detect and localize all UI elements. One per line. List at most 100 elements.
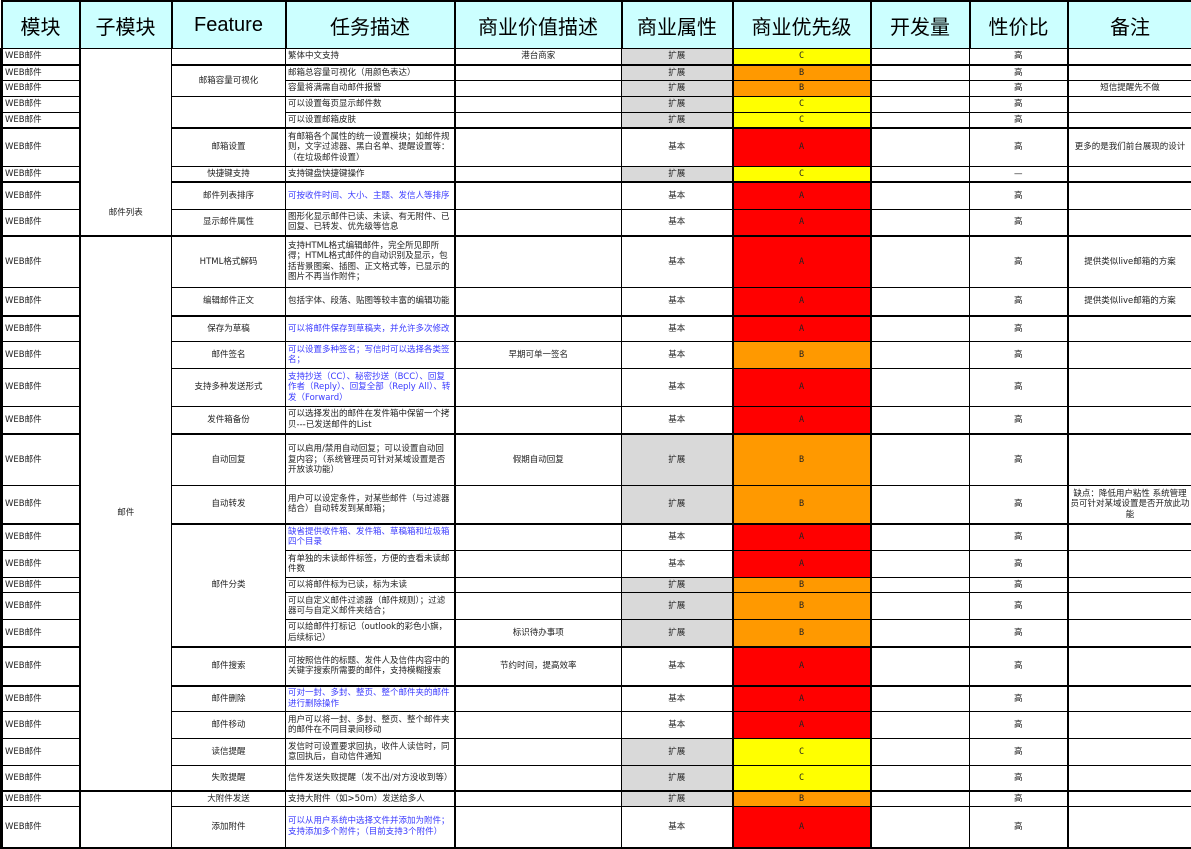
dev-effort-cell[interactable]: [870, 368, 970, 407]
notes-cell[interactable]: [1066, 341, 1191, 369]
priority-cell[interactable]: B: [731, 485, 872, 524]
business-attr-cell[interactable]: 基本: [621, 209, 733, 236]
dev-effort-cell[interactable]: [870, 711, 970, 739]
feature-cell[interactable]: 邮件分类: [171, 522, 286, 647]
business-value-cell[interactable]: [454, 406, 622, 434]
notes-cell[interactable]: [1066, 48, 1191, 65]
notes-cell[interactable]: [1066, 166, 1191, 182]
dev-effort-cell[interactable]: [870, 645, 970, 686]
notes-cell[interactable]: [1066, 765, 1191, 791]
business-attr-cell[interactable]: 基本: [621, 522, 733, 551]
business-attr-cell[interactable]: 扩展: [621, 592, 733, 620]
cost-performance-cell[interactable]: 高: [969, 341, 1068, 369]
module-cell[interactable]: WEB邮件: [0, 645, 81, 686]
dev-effort-cell[interactable]: [870, 126, 970, 167]
task-description-cell[interactable]: 可以设置多种签名；写信时可以选择各类签名；: [285, 341, 456, 369]
priority-cell[interactable]: C: [731, 738, 872, 766]
module-cell[interactable]: WEB邮件: [0, 738, 81, 766]
dev-effort-cell[interactable]: [870, 592, 970, 620]
business-value-cell[interactable]: [454, 126, 622, 167]
priority-cell[interactable]: B: [731, 341, 872, 369]
business-attr-cell[interactable]: 基本: [621, 711, 733, 739]
task-description-cell[interactable]: 包括字体、段落、贴图等较丰富的编辑功能: [285, 287, 456, 316]
priority-cell[interactable]: A: [731, 314, 872, 342]
task-description-cell[interactable]: 可以将邮件保存到草稿夹，并允许多次修改: [285, 314, 456, 342]
cost-performance-cell[interactable]: 高: [969, 80, 1068, 97]
dev-effort-cell[interactable]: [870, 48, 970, 65]
dev-effort-cell[interactable]: [870, 432, 970, 486]
business-value-cell[interactable]: 假期自动回复: [454, 432, 622, 486]
business-attr-cell[interactable]: 扩展: [621, 48, 733, 65]
notes-cell[interactable]: [1066, 112, 1191, 128]
module-cell[interactable]: WEB邮件: [0, 368, 81, 407]
module-cell[interactable]: WEB邮件: [0, 765, 81, 791]
module-cell[interactable]: WEB邮件: [0, 96, 81, 113]
feature-cell[interactable]: HTML格式解码: [171, 234, 286, 288]
module-cell[interactable]: WEB邮件: [0, 180, 81, 210]
task-description-cell[interactable]: 缺省提供收件箱、发件箱、草稿箱和垃圾箱四个目录: [285, 522, 456, 551]
priority-cell[interactable]: A: [731, 684, 872, 712]
business-attr-cell[interactable]: 扩展: [621, 485, 733, 524]
notes-cell[interactable]: [1066, 789, 1191, 807]
business-attr-cell[interactable]: 基本: [621, 645, 733, 686]
dev-effort-cell[interactable]: [870, 406, 970, 434]
cost-performance-cell[interactable]: 高: [969, 180, 1068, 210]
business-value-cell[interactable]: [454, 806, 622, 848]
priority-cell[interactable]: C: [731, 48, 872, 65]
cost-performance-cell[interactable]: 高: [969, 368, 1068, 407]
task-description-cell[interactable]: 可以将邮件标为已读，标为未读: [285, 577, 456, 593]
notes-cell[interactable]: [1066, 592, 1191, 620]
module-cell[interactable]: WEB邮件: [0, 684, 81, 712]
dev-effort-cell[interactable]: [870, 234, 970, 288]
task-description-cell[interactable]: 支持大附件（如>50m）发送给多人: [285, 789, 456, 807]
notes-cell[interactable]: [1066, 63, 1191, 81]
notes-cell[interactable]: [1066, 806, 1191, 848]
business-attr-cell[interactable]: 扩展: [621, 619, 733, 647]
task-description-cell[interactable]: 支持HTML格式编辑邮件，完全所见即所得；HTML格式邮件的自动识别及显示，包括…: [285, 234, 456, 288]
notes-cell[interactable]: [1066, 522, 1191, 551]
dev-effort-cell[interactable]: [870, 96, 970, 113]
business-value-cell[interactable]: [454, 522, 622, 551]
dev-effort-cell[interactable]: [870, 789, 970, 807]
dev-effort-cell[interactable]: [870, 287, 970, 316]
cost-performance-cell[interactable]: 高: [969, 112, 1068, 128]
feature-cell[interactable]: 大附件发送: [171, 789, 286, 807]
business-value-cell[interactable]: [454, 166, 622, 182]
header-module[interactable]: 模块: [0, 0, 80, 49]
priority-cell[interactable]: C: [731, 166, 872, 182]
notes-cell[interactable]: [1066, 368, 1191, 407]
cost-performance-cell[interactable]: 高: [969, 126, 1068, 167]
module-cell[interactable]: WEB邮件: [0, 341, 81, 369]
module-cell[interactable]: WEB邮件: [0, 711, 81, 739]
task-description-cell[interactable]: 可以从用户系统中选择文件并添加为附件；支持添加多个附件；（目前支持3个附件）: [285, 806, 456, 848]
business-attr-cell[interactable]: 扩展: [621, 577, 733, 593]
business-attr-cell[interactable]: 扩展: [621, 112, 733, 128]
module-cell[interactable]: WEB邮件: [0, 550, 81, 578]
feature-cell[interactable]: 自动回复: [171, 432, 286, 486]
task-description-cell[interactable]: 用户可以设定条件，对某些邮件（与过滤器结合）自动转发到某邮箱；: [285, 485, 456, 524]
business-attr-cell[interactable]: 基本: [621, 684, 733, 712]
notes-cell[interactable]: [1066, 209, 1191, 236]
business-value-cell[interactable]: [454, 234, 622, 288]
notes-cell[interactable]: 短信提醒先不做: [1066, 80, 1191, 97]
business-attr-cell[interactable]: 基本: [621, 406, 733, 434]
business-value-cell[interactable]: [454, 550, 622, 578]
feature-cell[interactable]: 编辑邮件正文: [171, 287, 286, 316]
business-value-cell[interactable]: [454, 577, 622, 593]
header-cost-performance[interactable]: 性价比: [968, 0, 1068, 49]
dev-effort-cell[interactable]: [870, 341, 970, 369]
priority-cell[interactable]: B: [731, 80, 872, 97]
submodule-cell[interactable]: 邮件: [79, 234, 172, 791]
header-submodule[interactable]: 子模块: [78, 0, 172, 49]
task-description-cell[interactable]: 图形化显示邮件已读、未读、有无附件、已回复、已转发、优先级等信息: [285, 209, 456, 236]
module-cell[interactable]: WEB邮件: [0, 166, 81, 182]
feature-cell[interactable]: 邮件搜索: [171, 645, 286, 686]
cost-performance-cell[interactable]: 高: [969, 592, 1068, 620]
business-attr-cell[interactable]: 基本: [621, 341, 733, 369]
business-attr-cell[interactable]: 基本: [621, 180, 733, 210]
cost-performance-cell[interactable]: 高: [969, 485, 1068, 524]
dev-effort-cell[interactable]: [870, 180, 970, 210]
notes-cell[interactable]: 提供类似live邮箱的方案: [1066, 287, 1191, 316]
module-cell[interactable]: WEB邮件: [0, 789, 81, 807]
task-description-cell[interactable]: 可以设置邮箱皮肤: [285, 112, 456, 128]
